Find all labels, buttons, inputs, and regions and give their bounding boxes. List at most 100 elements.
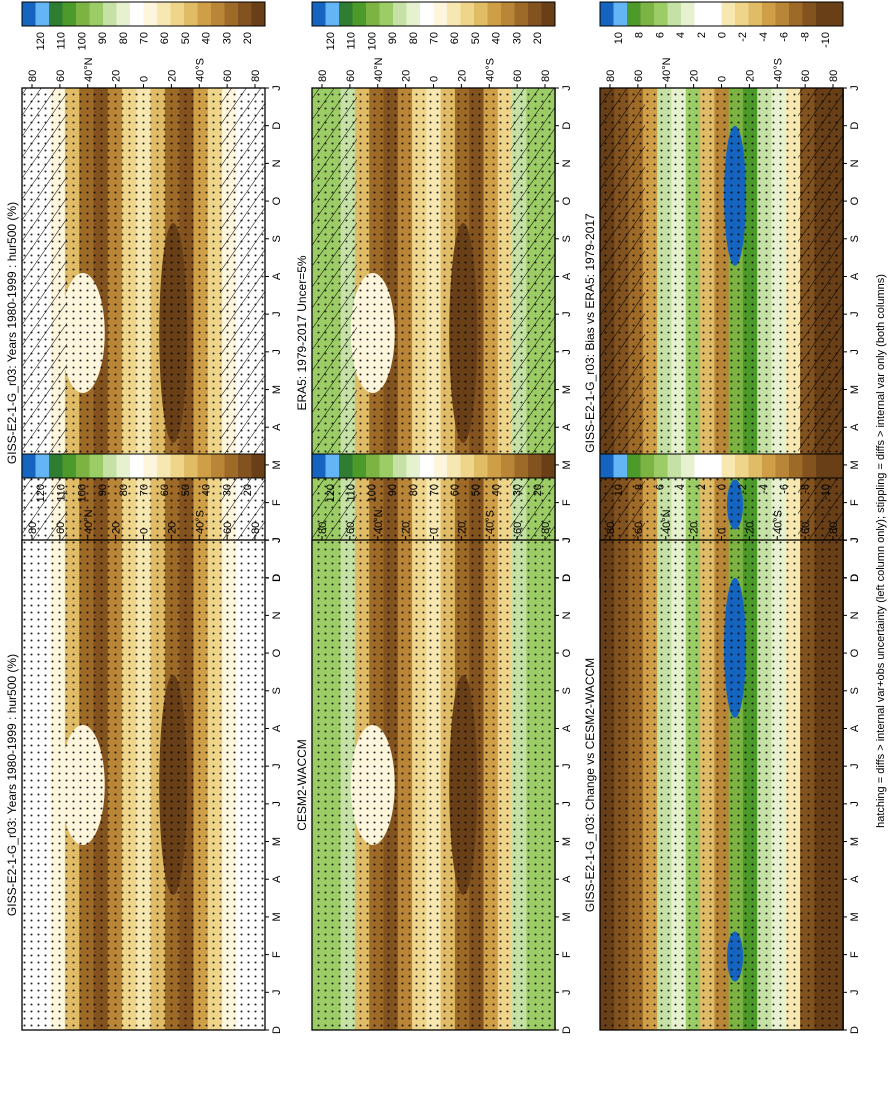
month-tick-label: M [271,837,283,846]
colorbar-label: 60 [449,484,461,496]
colorbar-swatch [170,454,185,478]
colorbar-frame [311,1,556,27]
month-tick-label: S [849,235,861,242]
month-tick-label: J [561,311,573,317]
colorbar-swatch [667,2,682,26]
lat-tick-label: 60 [55,70,67,82]
month-tick-label: N [271,611,283,619]
colorbar-swatch [721,454,736,478]
colorbar-label: 2 [696,484,708,490]
colorbar-label: 20 [242,484,254,496]
colorbar-swatch [600,2,614,26]
lat-tick-label: 80 [27,70,39,82]
lat-tick-label: 60 [800,522,812,534]
colorbar-swatch [829,454,844,478]
month-tick-label: F [271,499,283,506]
month-tick-label: J [849,763,861,769]
colorbar-swatch [762,2,776,26]
colorbar-swatch [89,454,104,478]
lat-tick-label: 80 [250,70,262,82]
lat-tick-label: 0 [717,76,729,82]
month-tick-label: J [271,85,283,91]
colorbar-label: 70 [429,32,441,44]
month-tick-label: J [271,537,283,543]
lat-tick-label: 60 [222,522,234,534]
month-tick-label: A [849,272,861,280]
colorbar-swatch [420,2,434,26]
colorbar-label: 0 [717,484,729,490]
colorbar-swatch [251,454,266,478]
lat-tick-label: 20 [401,70,413,82]
colorbar-frame [311,453,556,479]
colorbar-label: 110 [56,484,68,502]
lat-tick-label: 40°N [373,57,385,82]
colorbar-label: 90 [97,32,109,44]
colorbar-label: -8 [799,484,811,494]
colorbar-swatch [447,2,461,26]
colorbar-frame [21,1,266,27]
colorbar-label: 20 [532,484,544,496]
colorbar-label: 50 [470,32,482,44]
colorbar-label: 30 [511,484,523,496]
colorbar-swatch [170,2,185,26]
colorbar-label: 4 [675,484,687,490]
hatching-overlay [510,88,555,578]
month-tick-label: A [271,423,283,431]
colorbar-label: 50 [470,484,482,496]
colorbar-swatch [762,454,776,478]
lat-tick-label: 40°S [194,58,206,82]
colorbar-swatch [681,454,695,478]
colorbar-swatch [487,2,502,26]
colorbar-swatch [116,2,131,26]
lat-tick-label: 40°S [772,510,784,534]
panel-2: GISS-E2-1-G_r03: Years 1980-1999 : hur50… [5,453,283,1034]
colorbar-label: 60 [159,32,171,44]
month-tick-label: J [849,801,861,807]
month-tick-label: J [849,311,861,317]
month-tick-label: J [561,990,573,996]
month-tick-label: A [271,724,283,732]
month-tick-label: A [271,875,283,883]
figure-footer: hatching = diffs > internal var+obs unce… [875,274,887,828]
month-tick-label: M [271,912,283,921]
month-tick-label: D [271,122,283,130]
month-tick-label: F [561,951,573,958]
colorbar-label: -10 [820,484,832,500]
colorbar-label: 100 [366,484,378,502]
lat-tick-label: 40°S [194,510,206,534]
colorbar-swatch [49,454,63,478]
colorbar-swatch [694,454,709,478]
colorbar-swatch [667,454,682,478]
lat-tick-label: 80 [540,70,552,82]
colorbar-swatch [325,2,340,26]
month-tick-label: D [561,122,573,130]
colorbar-label: 8 [634,484,646,490]
colorbar-swatch [157,2,171,26]
colorbar-swatch [613,2,628,26]
month-tick-label: S [271,235,283,242]
panel-title: GISS-E2-1-G_r03: Change vs CESM2-WACCM [583,658,597,912]
lat-tick-label: 60 [800,70,812,82]
colorbar-swatch [735,454,749,478]
colorbar-swatch [352,454,367,478]
colorbar-swatch [251,2,266,26]
colorbar-swatch [393,2,407,26]
lat-tick-label: 20 [689,70,701,82]
colorbar-swatch [143,454,158,478]
month-tick-label: M [561,385,573,394]
month-tick-label: J [849,85,861,91]
hatching-overlay [22,88,67,578]
month-tick-label: F [561,499,573,506]
colorbar-swatch [802,454,817,478]
panel-4: CESM2-WACCM 80 60 40°N 20 0 20 40°S 60 80 D J F M A M J J… [295,453,573,1034]
month-tick-label: N [561,611,573,619]
colorbar-label: 120 [35,484,47,502]
colorbar-label: 40 [201,484,213,496]
colorbar-swatch [379,454,394,478]
lat-tick-label: 40°N [83,57,95,82]
colorbar-swatch [130,2,144,26]
month-tick-label: S [561,687,573,694]
colorbar-label: 110 [346,484,358,502]
colorbar-swatch [460,454,475,478]
lat-tick-label: 80 [317,522,329,534]
